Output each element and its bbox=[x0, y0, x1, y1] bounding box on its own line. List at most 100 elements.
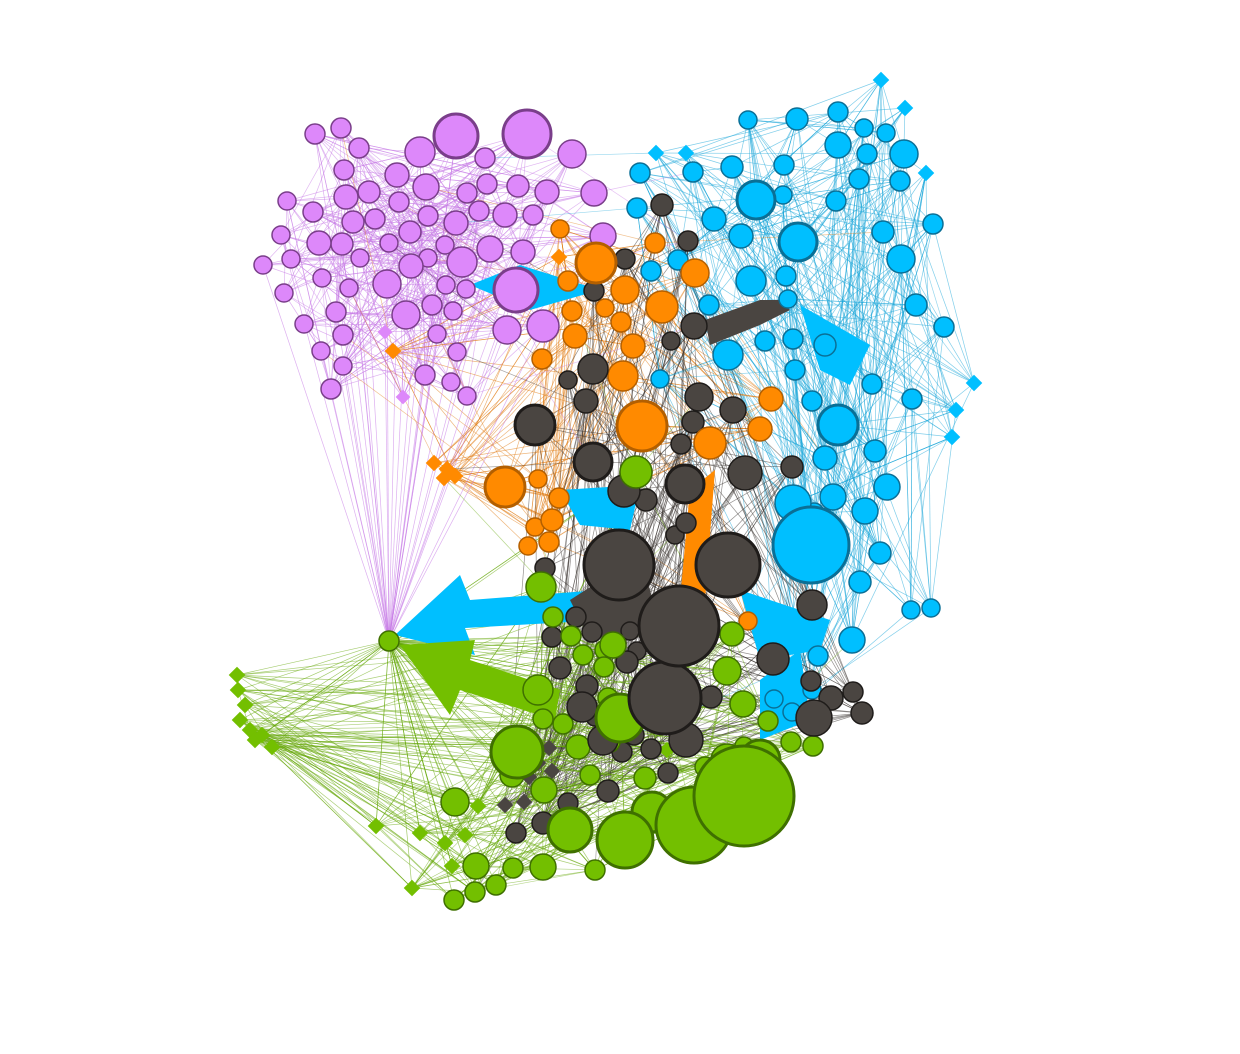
blue-node bbox=[934, 317, 954, 337]
dark-node bbox=[629, 662, 701, 734]
blue-node bbox=[869, 542, 891, 564]
orange-node bbox=[645, 233, 665, 253]
dark-node bbox=[615, 249, 635, 269]
dark-node bbox=[700, 686, 722, 708]
blue-node bbox=[902, 389, 922, 409]
blue-node bbox=[785, 360, 805, 380]
purple-node bbox=[444, 211, 468, 235]
dark-node bbox=[728, 456, 762, 490]
green-node bbox=[533, 709, 553, 729]
orange-node bbox=[694, 427, 726, 459]
dark-node bbox=[681, 313, 707, 339]
purple-node bbox=[458, 387, 476, 405]
purple-node bbox=[523, 205, 543, 225]
green-node bbox=[720, 622, 744, 646]
orange-node bbox=[532, 349, 552, 369]
green-node bbox=[441, 788, 469, 816]
blue-node bbox=[825, 132, 851, 158]
blue-node bbox=[852, 498, 878, 524]
blue-node bbox=[826, 191, 846, 211]
orange-node bbox=[748, 417, 772, 441]
edge bbox=[281, 235, 389, 641]
blue-diamond-node bbox=[897, 100, 914, 117]
dark-node bbox=[662, 332, 680, 350]
blue-node bbox=[814, 334, 836, 356]
orange-node bbox=[611, 312, 631, 332]
dark-node bbox=[574, 389, 598, 413]
edge bbox=[238, 641, 389, 690]
purple-node bbox=[326, 302, 346, 322]
blue-node bbox=[755, 331, 775, 351]
blue-node bbox=[887, 245, 915, 273]
blue-node bbox=[839, 627, 865, 653]
dark-node bbox=[641, 739, 661, 759]
blue-node bbox=[820, 484, 846, 510]
blue-node bbox=[786, 108, 808, 130]
purple-node bbox=[503, 110, 551, 158]
dark-node bbox=[597, 780, 619, 802]
dark-node bbox=[781, 456, 803, 478]
purple-node bbox=[477, 236, 503, 262]
dark-node bbox=[676, 513, 696, 533]
orange-node bbox=[563, 324, 587, 348]
purple-node bbox=[469, 201, 489, 221]
blue-node bbox=[855, 119, 873, 137]
purple-node bbox=[334, 160, 354, 180]
blue-node bbox=[699, 295, 719, 315]
blue-node bbox=[702, 207, 726, 231]
orange-node bbox=[611, 276, 639, 304]
purple-node bbox=[358, 181, 380, 203]
orange-node bbox=[541, 509, 563, 531]
blue-node bbox=[818, 405, 858, 445]
green-node bbox=[566, 735, 590, 759]
purple-node bbox=[493, 203, 517, 227]
dark-node bbox=[671, 434, 691, 454]
purple-node bbox=[342, 211, 364, 233]
green-node bbox=[523, 675, 553, 705]
blue-node bbox=[739, 111, 757, 129]
blue-node bbox=[864, 440, 886, 462]
blue-node bbox=[905, 294, 927, 316]
dark-node bbox=[566, 607, 586, 627]
purple-node bbox=[278, 192, 296, 210]
dark-node bbox=[696, 533, 760, 597]
dark-node bbox=[801, 671, 821, 691]
orange-node bbox=[681, 259, 709, 287]
purple-node bbox=[511, 240, 535, 264]
green-node bbox=[758, 711, 778, 731]
blue-node bbox=[651, 370, 669, 388]
blue-node bbox=[923, 214, 943, 234]
dark-node bbox=[720, 397, 746, 423]
purple-node bbox=[333, 325, 353, 345]
purple-node bbox=[442, 373, 460, 391]
dark-node bbox=[584, 530, 654, 600]
green-node bbox=[561, 626, 581, 646]
blue-node bbox=[779, 290, 797, 308]
dark-node bbox=[639, 586, 719, 666]
edge bbox=[245, 641, 389, 705]
orange-node bbox=[539, 532, 559, 552]
orange-node bbox=[621, 334, 645, 358]
green-node bbox=[543, 607, 563, 627]
purple-node bbox=[434, 114, 478, 158]
green-node bbox=[713, 657, 741, 685]
purple-node bbox=[334, 185, 358, 209]
orange-node bbox=[576, 243, 616, 283]
purple-node bbox=[415, 365, 435, 385]
orange-node bbox=[549, 488, 569, 508]
green-node bbox=[465, 882, 485, 902]
blue-node bbox=[773, 507, 849, 583]
green-node bbox=[594, 657, 614, 677]
purple-node bbox=[413, 174, 439, 200]
purple-node bbox=[581, 180, 607, 206]
dark-node bbox=[574, 443, 612, 481]
green-node bbox=[730, 691, 756, 717]
blue-node bbox=[774, 155, 794, 175]
dark-node bbox=[851, 702, 873, 724]
orange-node bbox=[608, 361, 638, 391]
purple-node bbox=[275, 284, 293, 302]
purple-node bbox=[295, 315, 313, 333]
green-node bbox=[531, 777, 557, 803]
blue-node bbox=[890, 171, 910, 191]
